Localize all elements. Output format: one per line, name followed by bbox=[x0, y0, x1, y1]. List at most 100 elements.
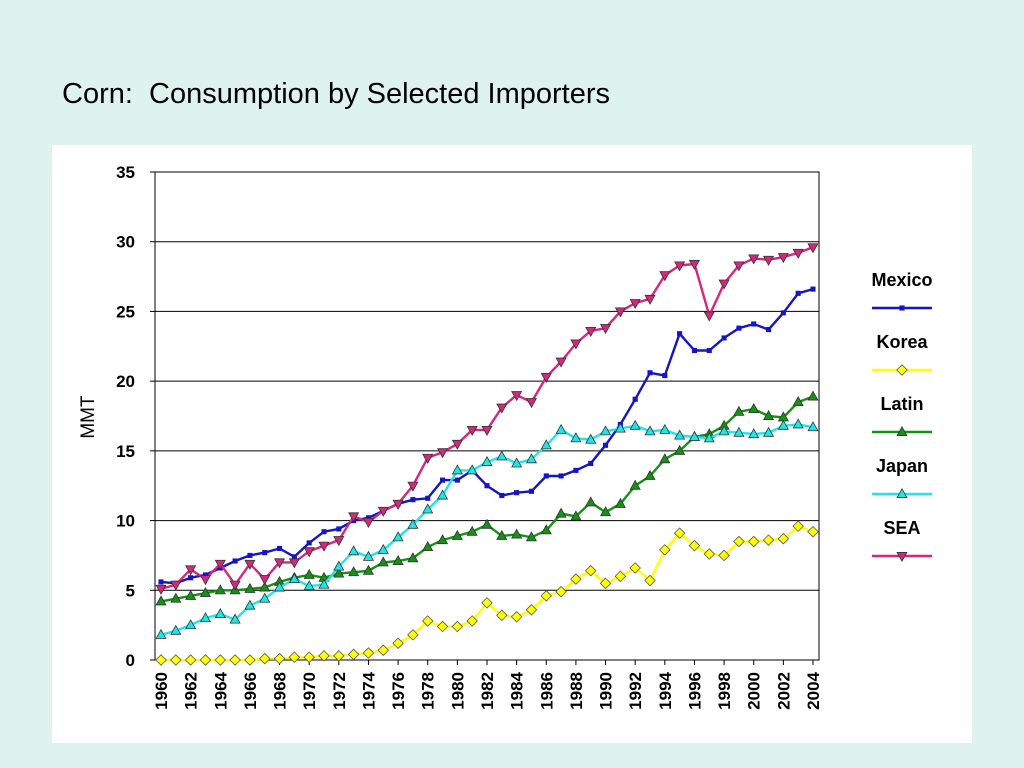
data-point-latin bbox=[199, 587, 212, 598]
data-point-latin bbox=[585, 496, 597, 507]
data-point-mexico bbox=[780, 310, 786, 316]
data-point-japan bbox=[585, 433, 597, 444]
data-point-latin bbox=[170, 592, 182, 603]
data-point-latin bbox=[155, 595, 167, 606]
data-point-korea bbox=[288, 651, 301, 663]
data-point-sea bbox=[422, 453, 434, 464]
data-point-sea bbox=[792, 248, 804, 259]
series-mexico bbox=[158, 286, 816, 586]
data-point-japan bbox=[214, 607, 226, 618]
data-point-mexico bbox=[765, 327, 772, 333]
data-point-sea bbox=[688, 260, 701, 271]
data-point-sea bbox=[273, 558, 286, 569]
data-point-latin bbox=[540, 524, 552, 535]
x-tick-label: 2000 bbox=[745, 672, 764, 710]
data-point-korea bbox=[733, 535, 745, 548]
data-point-japan bbox=[407, 518, 419, 529]
data-point-latin bbox=[333, 567, 345, 578]
data-point-korea bbox=[184, 654, 197, 666]
legend-marker bbox=[899, 305, 905, 311]
data-point-japan bbox=[688, 430, 701, 441]
y-axis-ticks: 0 5 10 15 20 25 30 35 bbox=[116, 163, 155, 670]
data-point-korea bbox=[629, 562, 641, 574]
data-point-japan bbox=[229, 613, 241, 624]
data-point-japan bbox=[792, 418, 804, 429]
data-point-korea bbox=[599, 577, 612, 590]
data-point-latin bbox=[422, 541, 434, 552]
data-point-korea bbox=[407, 629, 419, 641]
x-tick-label: 1984 bbox=[508, 671, 527, 709]
data-point-korea bbox=[777, 532, 790, 545]
series-japan bbox=[155, 418, 819, 639]
data-point-sea bbox=[199, 575, 212, 586]
data-point-japan bbox=[807, 421, 819, 432]
data-point-mexico bbox=[336, 526, 342, 532]
data-point-korea bbox=[421, 615, 434, 627]
data-point-sea bbox=[259, 575, 271, 586]
data-point-latin bbox=[570, 510, 582, 521]
data-point-korea bbox=[451, 620, 464, 633]
data-point-japan bbox=[777, 419, 789, 430]
data-point-latin bbox=[362, 564, 375, 575]
data-point-sea bbox=[540, 372, 552, 383]
data-point-mexico bbox=[410, 497, 416, 503]
data-point-korea bbox=[525, 604, 538, 616]
legend: Mexico Korea Latin Japan SEA bbox=[871, 270, 933, 563]
data-point-korea bbox=[244, 654, 256, 666]
data-point-korea bbox=[392, 637, 404, 650]
y-axis-label: MMT bbox=[78, 395, 99, 439]
x-tick-label: 1966 bbox=[241, 672, 260, 710]
data-point-latin bbox=[792, 396, 804, 407]
data-point-latin bbox=[244, 582, 256, 593]
data-point-mexico bbox=[543, 473, 549, 479]
data-point-latin bbox=[303, 568, 315, 579]
legend-label: SEA bbox=[883, 518, 920, 538]
x-tick-label: 1988 bbox=[567, 672, 586, 710]
data-point-sea bbox=[318, 541, 330, 552]
data-point-korea bbox=[584, 565, 597, 577]
y-tick-label: 25 bbox=[116, 302, 135, 321]
x-tick-label: 2002 bbox=[774, 672, 793, 710]
data-point-japan bbox=[703, 432, 715, 443]
legend-item-latin: Latin bbox=[872, 394, 932, 436]
data-point-korea bbox=[170, 654, 182, 666]
data-point-sea bbox=[614, 307, 626, 318]
legend-label: Japan bbox=[876, 456, 928, 476]
data-point-latin bbox=[555, 507, 567, 518]
data-point-korea bbox=[510, 611, 523, 623]
legend-label: Korea bbox=[876, 332, 928, 352]
data-point-japan bbox=[733, 426, 745, 437]
series-lines bbox=[155, 243, 819, 666]
data-point-latin bbox=[259, 581, 271, 592]
data-point-mexico bbox=[439, 477, 446, 483]
data-point-mexico bbox=[514, 490, 520, 496]
data-point-korea bbox=[792, 520, 804, 532]
data-point-sea bbox=[807, 243, 819, 254]
x-tick-label: 1960 bbox=[152, 672, 171, 710]
data-point-japan bbox=[644, 425, 656, 436]
data-point-korea bbox=[673, 527, 686, 539]
data-point-sea bbox=[155, 584, 167, 595]
x-tick-label: 1990 bbox=[597, 672, 616, 710]
data-point-japan bbox=[155, 628, 167, 639]
legend-label: Mexico bbox=[871, 270, 932, 290]
data-point-japan bbox=[170, 624, 182, 635]
data-point-japan bbox=[629, 419, 641, 430]
data-point-mexico bbox=[573, 467, 579, 473]
y-tick-label: 20 bbox=[116, 372, 135, 391]
data-point-japan bbox=[392, 531, 404, 542]
data-point-japan bbox=[718, 425, 730, 436]
data-point-mexico bbox=[528, 488, 535, 494]
x-axis-ticks: 1960 1962 1964 1966 1968 1970 1972 1974 1976 1978… bbox=[152, 660, 823, 710]
data-point-mexico bbox=[276, 545, 283, 552]
data-point-japan bbox=[599, 425, 612, 436]
slide-title: Corn: Consumption by Selected Importers bbox=[62, 78, 611, 110]
data-point-latin bbox=[674, 444, 686, 455]
data-point-japan bbox=[259, 592, 271, 603]
legend-marker bbox=[896, 552, 908, 563]
data-point-mexico bbox=[291, 554, 297, 560]
data-point-mexico bbox=[647, 370, 653, 376]
data-point-latin bbox=[481, 518, 493, 529]
x-tick-label: 1974 bbox=[359, 671, 378, 709]
data-point-mexico bbox=[425, 495, 431, 501]
